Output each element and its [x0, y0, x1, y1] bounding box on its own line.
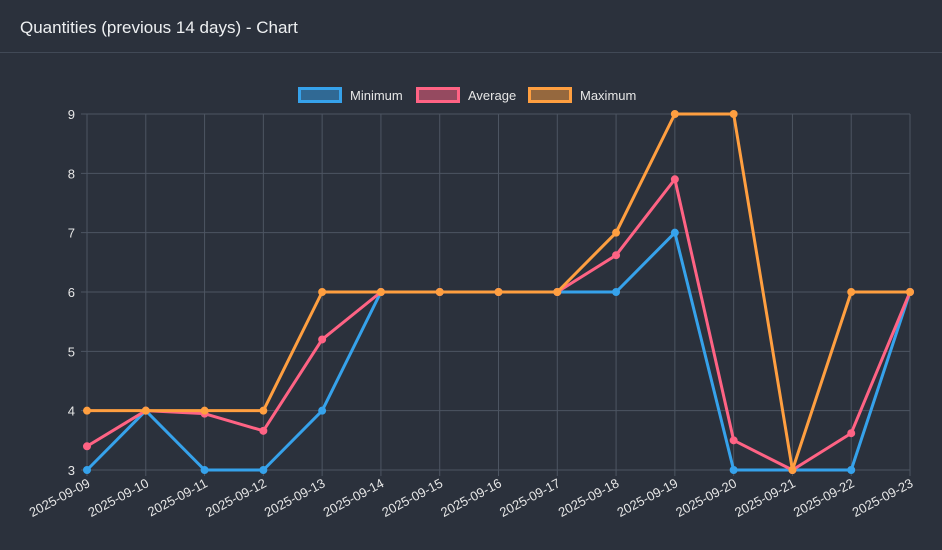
data-point: [200, 406, 209, 415]
legend-item-minimum: Minimum: [298, 87, 403, 103]
x-tick-label: 2025-09-14: [321, 475, 387, 519]
series-maximum: [83, 110, 914, 474]
data-point: [259, 466, 268, 474]
legend-item-average: Average: [416, 87, 516, 103]
legend-swatch: [298, 87, 342, 103]
x-tick-label: 2025-09-17: [497, 475, 563, 519]
y-tick-label: 9: [68, 107, 75, 122]
data-point: [670, 175, 679, 184]
line-chart: 34567892025-09-092025-09-102025-09-11202…: [27, 87, 916, 520]
legend-label: Maximum: [580, 88, 636, 103]
data-point: [141, 406, 150, 415]
x-tick-label: 2025-09-19: [615, 475, 681, 519]
data-point: [376, 288, 385, 296]
x-tick-label: 2025-09-12: [203, 475, 269, 519]
data-point: [847, 466, 856, 474]
data-point: [494, 288, 503, 296]
data-point: [670, 110, 679, 118]
legend-item-maximum: Maximum: [528, 87, 636, 103]
data-point: [435, 288, 444, 296]
data-point: [318, 406, 327, 415]
x-tick-label: 2025-09-23: [850, 475, 916, 519]
data-point: [729, 436, 738, 445]
data-point: [318, 335, 327, 344]
data-point: [83, 442, 91, 451]
x-tick-label: 2025-09-13: [262, 475, 328, 519]
x-tick-label: 2025-09-21: [732, 475, 798, 519]
x-tick-label: 2025-09-20: [673, 475, 739, 519]
card-header: Quantities (previous 14 days) - Chart: [0, 0, 942, 53]
data-point: [847, 288, 856, 296]
y-tick-label: 8: [68, 166, 75, 181]
data-point: [83, 466, 91, 474]
data-point: [612, 251, 621, 260]
legend-label: Average: [468, 88, 516, 103]
y-tick-label: 5: [68, 344, 75, 359]
data-point: [788, 466, 797, 474]
data-point: [612, 288, 621, 296]
x-tick-label: 2025-09-16: [438, 475, 504, 519]
data-point: [670, 228, 679, 237]
data-point: [259, 426, 268, 435]
x-tick-label: 2025-09-10: [85, 475, 151, 519]
data-point: [553, 288, 562, 296]
x-tick-label: 2025-09-18: [556, 475, 622, 519]
y-tick-label: 3: [68, 463, 75, 478]
data-point: [259, 406, 268, 415]
data-point: [729, 466, 738, 474]
legend-swatch: [416, 87, 460, 103]
data-point: [612, 228, 621, 237]
y-tick-label: 4: [68, 404, 75, 419]
data-point: [200, 466, 209, 474]
y-tick-label: 6: [68, 285, 75, 300]
data-point: [729, 110, 738, 118]
x-tick-label: 2025-09-11: [145, 475, 210, 519]
page-title: Quantities (previous 14 days) - Chart: [20, 18, 298, 37]
legend-label: Minimum: [350, 88, 403, 103]
data-point: [847, 429, 856, 438]
data-point: [83, 406, 91, 415]
x-tick-label: 2025-09-09: [27, 475, 93, 519]
x-tick-label: 2025-09-15: [379, 475, 445, 519]
y-tick-label: 7: [68, 226, 75, 241]
x-tick-label: 2025-09-22: [791, 475, 857, 519]
legend-swatch: [528, 87, 572, 103]
data-point: [906, 288, 914, 296]
data-point: [318, 288, 327, 296]
